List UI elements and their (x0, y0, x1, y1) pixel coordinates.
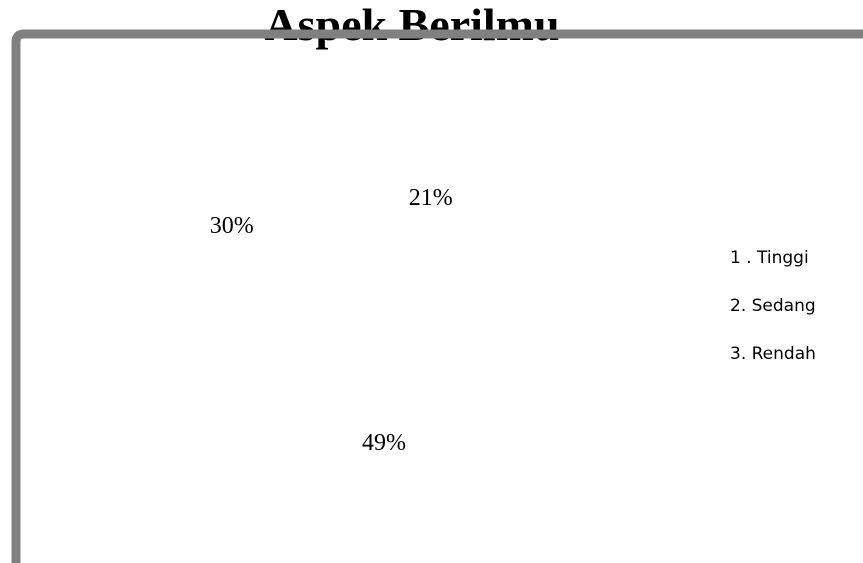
pie-slice (345, 110, 539, 310)
pie-slice (154, 260, 545, 510)
data-label: 21% (409, 185, 453, 211)
frame (11, 29, 863, 563)
chart-title: Aspek Berilmu (264, 0, 559, 50)
data-label: 49% (362, 430, 406, 456)
pie-slice (144, 110, 345, 372)
data-label: 30% (210, 213, 254, 239)
legend-entry: 2. Sedang (730, 296, 816, 316)
plot-area: 21% 49% 30% 1 . Tinggi 2. Sedang 3. Rendah (144, 110, 816, 510)
legend-entry: 1 . Tinggi (730, 248, 809, 268)
legend-entry: 3. Rendah (730, 344, 816, 364)
